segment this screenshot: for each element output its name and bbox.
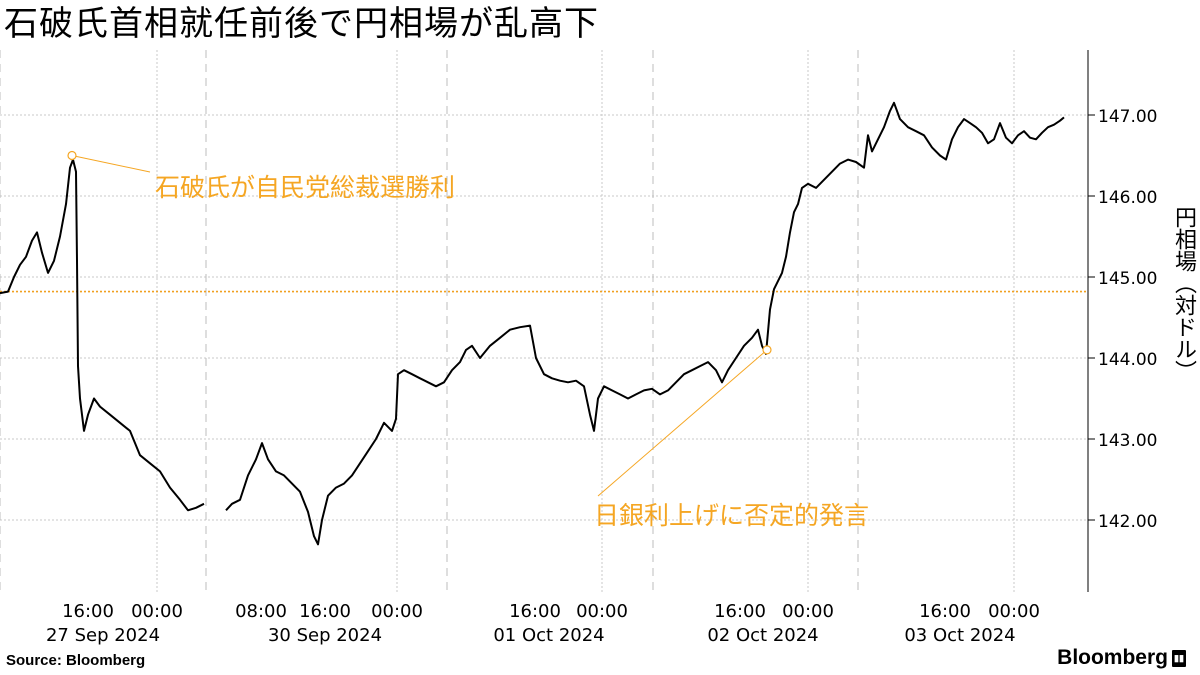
y-tick-label: 143.00 bbox=[1098, 431, 1157, 451]
annotation-label: 日銀利上げに否定的発言 bbox=[594, 501, 869, 530]
annotation-marker bbox=[67, 150, 77, 161]
logo-mark-icon: ▮▮ bbox=[1172, 649, 1186, 667]
x-tick-label: 00:00 bbox=[371, 601, 423, 622]
x-tick-label: 00:00 bbox=[576, 601, 628, 622]
annotation-leader-line bbox=[71, 155, 151, 173]
annotation-leader-line bbox=[597, 349, 768, 497]
x-date-label: 02 Oct 2024 bbox=[707, 625, 818, 646]
x-tick-label: 16:00 bbox=[62, 601, 114, 622]
annotation-label: 石破氏が自民党総裁選勝利 bbox=[155, 173, 455, 202]
chart-title: 石破氏首相就任前後で円相場が乱高下 bbox=[4, 4, 599, 44]
x-tick-label: 16:00 bbox=[714, 601, 766, 622]
bloomberg-logo: Bloomberg ▮▮ bbox=[1057, 646, 1186, 670]
x-tick-label: 00:00 bbox=[131, 601, 183, 622]
grid-layer bbox=[0, 50, 1088, 592]
x-tick-label: 00:00 bbox=[988, 601, 1040, 622]
y-axis-label: 円相場（対ドル） bbox=[1171, 206, 1196, 382]
y-tick-label: 144.00 bbox=[1098, 350, 1157, 370]
x-date-label: 01 Oct 2024 bbox=[493, 625, 604, 646]
x-date-label: 27 Sep 2024 bbox=[46, 625, 160, 646]
x-date-label: 03 Oct 2024 bbox=[904, 625, 1015, 646]
axis-layer: 147.00 146.00 145.00 144.00 143.00 142.00 16:0… bbox=[46, 50, 1157, 646]
x-tick-label: 16:00 bbox=[509, 601, 561, 622]
x-tick-label: 00:00 bbox=[782, 601, 834, 622]
x-tick-label: 16:00 bbox=[299, 601, 351, 622]
annotation-marker bbox=[762, 345, 772, 355]
y-tick-label: 142.00 bbox=[1098, 512, 1157, 532]
series-layer bbox=[0, 101, 1065, 546]
x-tick-label: 16:00 bbox=[919, 601, 971, 622]
source-note: Source: Bloomberg bbox=[6, 652, 146, 669]
series-line bbox=[0, 101, 1065, 546]
x-date-label: 30 Sep 2024 bbox=[268, 625, 382, 646]
logo-text: Bloomberg bbox=[1057, 646, 1168, 669]
x-tick-label: 08:00 bbox=[235, 601, 287, 622]
y-tick-label: 146.00 bbox=[1098, 188, 1157, 208]
y-tick-label: 147.00 bbox=[1098, 107, 1157, 127]
y-tick-label: 145.00 bbox=[1098, 269, 1157, 289]
